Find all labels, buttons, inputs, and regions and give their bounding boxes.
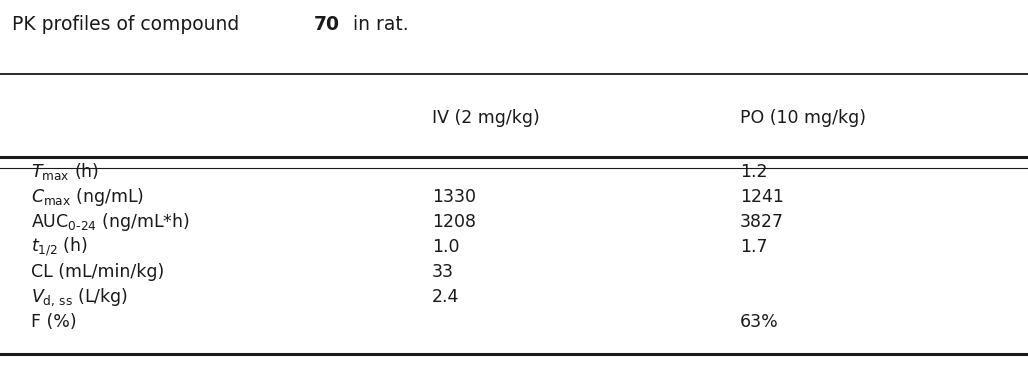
Text: 1330: 1330 — [432, 188, 476, 206]
Text: 70: 70 — [314, 14, 339, 34]
Text: 63%: 63% — [740, 313, 779, 331]
Text: PK profiles of compound: PK profiles of compound — [12, 14, 246, 34]
Text: CL (mL/min/kg): CL (mL/min/kg) — [31, 263, 164, 281]
Text: 1241: 1241 — [740, 188, 784, 206]
Text: $C_{\sf max}$ (ng/mL): $C_{\sf max}$ (ng/mL) — [31, 186, 144, 208]
Text: 3827: 3827 — [740, 213, 784, 231]
Text: 1208: 1208 — [432, 213, 476, 231]
Text: 1.2: 1.2 — [740, 163, 768, 180]
Text: 2.4: 2.4 — [432, 288, 460, 306]
Text: 33: 33 — [432, 263, 453, 281]
Text: PO (10 mg/kg): PO (10 mg/kg) — [740, 109, 867, 127]
Text: IV (2 mg/kg): IV (2 mg/kg) — [432, 109, 540, 127]
Text: $\mathsf{AUC}_{0\text{-}24}$ (ng/mL*h): $\mathsf{AUC}_{0\text{-}24}$ (ng/mL*h) — [31, 211, 189, 233]
Text: F (%): F (%) — [31, 313, 76, 331]
Text: $V_{\sf d,\, ss}$ (L/kg): $V_{\sf d,\, ss}$ (L/kg) — [31, 286, 128, 308]
Text: 1.0: 1.0 — [432, 238, 460, 256]
Text: $T_{\sf max}$ (h): $T_{\sf max}$ (h) — [31, 161, 99, 182]
Text: 1.7: 1.7 — [740, 238, 768, 256]
Text: $\it{t}_{1/2}$ (h): $\it{t}_{1/2}$ (h) — [31, 235, 87, 258]
Text: in rat.: in rat. — [346, 14, 408, 34]
